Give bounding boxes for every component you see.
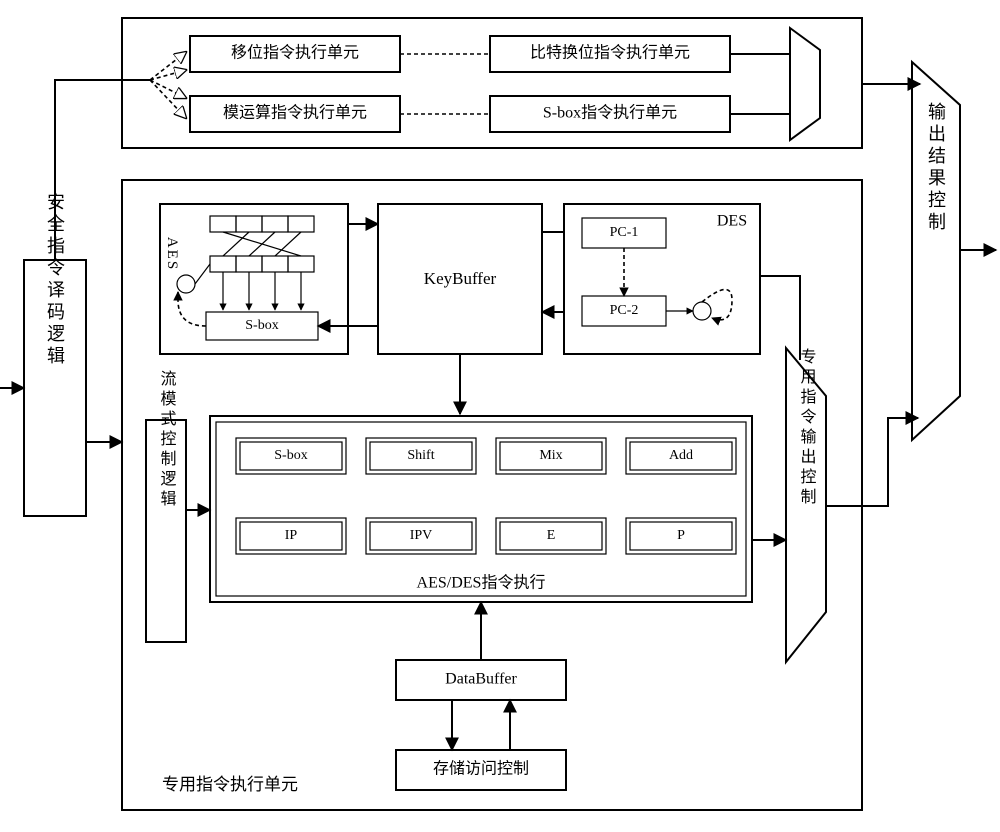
exec-title: AES/DES指令执行 (417, 574, 546, 592)
keybuffer-label: KeyBuffer (424, 269, 497, 288)
flow-mode-label: 流模式控制逻辑 (158, 370, 177, 510)
top-box-2-label: 比特换位指令执行单元 (530, 44, 690, 62)
databuffer-label: DataBuffer (445, 671, 517, 688)
memctl-label: 存储访问控制 (433, 760, 529, 778)
top-box-3-label: 模运算指令执行单元 (223, 103, 367, 122)
svg-text:IP: IP (285, 528, 298, 543)
pc2-label: PC-2 (610, 303, 639, 318)
svg-text:Mix: Mix (539, 448, 562, 463)
main-group-title: 专用指令执行单元 (162, 775, 298, 794)
top-box-1-label: 移位指令执行单元 (231, 44, 359, 62)
svg-text:Shift: Shift (407, 448, 434, 463)
pc1-label: PC-1 (610, 225, 639, 240)
svg-text:Add: Add (669, 448, 693, 463)
des-label: DES (717, 213, 747, 230)
aes-label: AES (164, 237, 180, 271)
svg-text:P: P (677, 528, 685, 543)
svg-text:S-box: S-box (274, 448, 307, 463)
svg-text:IPV: IPV (410, 528, 433, 543)
output-result-label: 输出结果控制 (926, 102, 946, 234)
aes-sbox-label: S-box (245, 318, 278, 333)
top-box-4-label: S-box指令执行单元 (543, 104, 677, 122)
dedicated-out-label: 专用指令输出控制 (798, 348, 817, 508)
svg-text:E: E (547, 528, 556, 543)
